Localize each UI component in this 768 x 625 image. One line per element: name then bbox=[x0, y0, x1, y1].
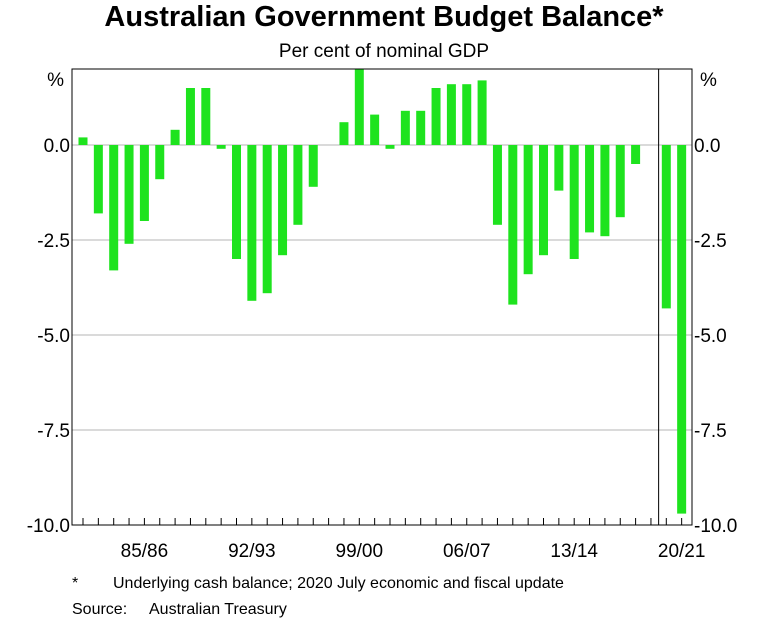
bar-85-86 bbox=[139, 145, 149, 221]
bar-88-89 bbox=[185, 88, 195, 145]
y-tick-label-left: -5.0 bbox=[37, 326, 70, 347]
bar-81-82 bbox=[78, 137, 88, 145]
x-tick-label: 13/14 bbox=[550, 541, 598, 562]
budget-balance-chart: 0.0 0.0 -2.5 -2.5 -5.0 -5.0 -7.5 -7.5 -10.0 -10.0… bbox=[27, 68, 737, 562]
bar-14-15 bbox=[585, 145, 595, 233]
y-axis-unit-right: % bbox=[700, 70, 717, 91]
y-tick-label-right: -2.5 bbox=[694, 231, 727, 252]
bar-82-83 bbox=[93, 145, 103, 214]
footnote-text: Underlying cash balance; 2020 July econo… bbox=[113, 575, 564, 592]
chart-title: Australian Government Budget Balance* bbox=[104, 1, 664, 33]
y-tick-label-right: -10.0 bbox=[694, 516, 737, 537]
bar-15-16 bbox=[600, 145, 610, 237]
y-tick-label-left: -7.5 bbox=[37, 421, 70, 442]
bar-99-00 bbox=[354, 69, 364, 145]
bar-86-87 bbox=[155, 145, 165, 180]
bar-17-18 bbox=[631, 145, 641, 164]
bar-95-96 bbox=[293, 145, 303, 225]
bar-93-94 bbox=[262, 145, 272, 294]
source-text: Australian Treasury bbox=[149, 601, 287, 618]
y-tick-label-left: -10.0 bbox=[27, 516, 70, 537]
y-tick-label-right: 0.0 bbox=[694, 136, 720, 157]
bar-07-08 bbox=[477, 80, 487, 145]
bar-13-14 bbox=[569, 145, 579, 259]
bar-03-04 bbox=[416, 110, 426, 145]
bar-87-88 bbox=[170, 129, 180, 145]
x-tick-label: 06/07 bbox=[443, 541, 491, 562]
bar-96-97 bbox=[308, 145, 318, 187]
bar-89-90 bbox=[201, 88, 211, 145]
bar-83-84 bbox=[109, 145, 119, 271]
bar-06-07 bbox=[462, 84, 472, 145]
bar-19-20 bbox=[661, 145, 671, 309]
x-tick-label: 92/93 bbox=[228, 541, 276, 562]
x-tick-label: 85/86 bbox=[121, 541, 169, 562]
x-tick-label: 20/21 bbox=[658, 541, 706, 562]
y-tick-label-right: -5.0 bbox=[694, 326, 727, 347]
x-tick-label: 99/00 bbox=[336, 541, 384, 562]
plot-frame bbox=[71, 68, 693, 526]
bar-98-99 bbox=[339, 122, 349, 145]
bar-00-01 bbox=[370, 114, 380, 145]
bar-84-85 bbox=[124, 145, 134, 244]
bar-02-03 bbox=[400, 110, 410, 145]
y-tick-label-right: -7.5 bbox=[694, 421, 727, 442]
y-tick-label-left: 0.0 bbox=[44, 136, 70, 157]
bar-12-13 bbox=[554, 145, 564, 191]
bar-11-12 bbox=[539, 145, 548, 256]
bar-90-91 bbox=[216, 145, 226, 149]
y-tick-label-left: -2.5 bbox=[37, 231, 70, 252]
bar-05-06 bbox=[446, 84, 456, 145]
bar-16-17 bbox=[615, 145, 625, 218]
footnote-marker: * bbox=[72, 575, 79, 592]
bar-08-09 bbox=[492, 145, 502, 225]
bar-04-05 bbox=[431, 88, 441, 145]
bar-10-11 bbox=[523, 145, 533, 275]
bar-20-21 bbox=[677, 145, 687, 514]
bar-09-10 bbox=[508, 145, 518, 305]
bar-91-92 bbox=[232, 145, 241, 259]
source-label: Source: bbox=[72, 601, 128, 618]
bar-94-95 bbox=[278, 145, 288, 256]
y-axis-unit-left: % bbox=[47, 70, 64, 91]
bar-92-93 bbox=[247, 145, 257, 301]
chart-subtitle: Per cent of nominal GDP bbox=[278, 41, 490, 62]
bar-01-02 bbox=[385, 145, 395, 149]
